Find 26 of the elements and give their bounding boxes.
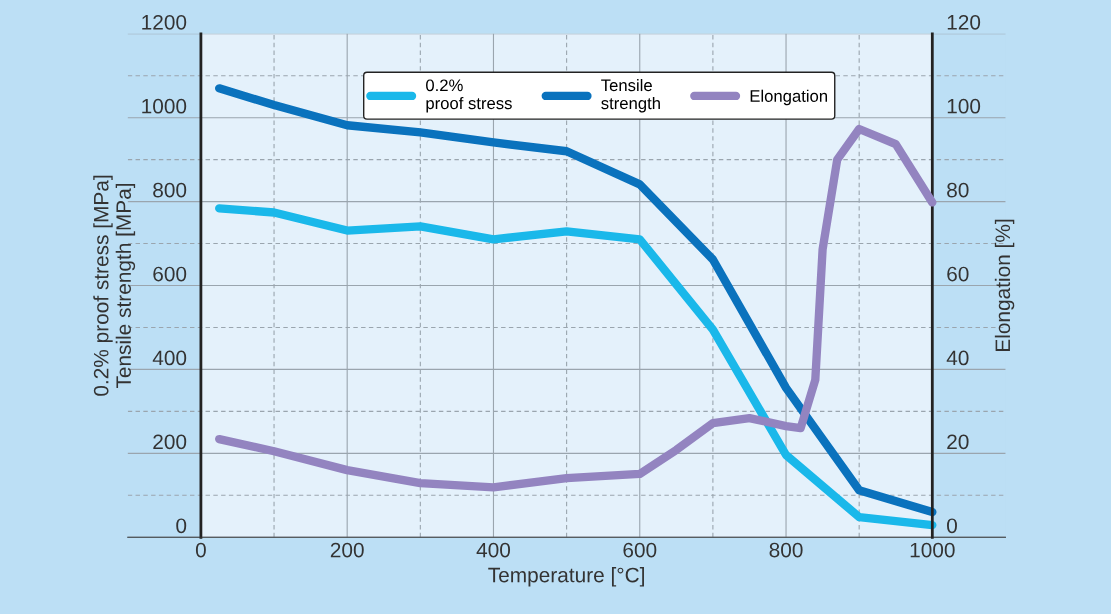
y-tick-label: 1200 (142, 14, 187, 30)
y2-tick-label: 60 (947, 266, 969, 282)
x-tick-label: 800 (769, 542, 803, 558)
x-tick-label: 1000 (910, 542, 955, 558)
y2-tick-label: 120 (947, 14, 981, 30)
y-tick-label: 800 (153, 182, 187, 198)
y2-tick-label: 20 (947, 434, 969, 450)
y2-tick-label: 100 (947, 98, 981, 114)
x-axis-title: Temperature [°C] (488, 567, 644, 587)
y-tick-label: 200 (153, 434, 187, 450)
y-tick-label: 400 (152, 350, 187, 366)
x-tick-label: 400 (476, 542, 511, 558)
y2-tick-label: 40 (946, 350, 969, 366)
y2-tick-label: 80 (947, 182, 969, 198)
y-axis-title: 0.2% proof stress [MPa] Tensile strength [MPa] (93, 175, 136, 396)
legend-label: Tensile strength (601, 78, 660, 113)
y-tick-label: 1000 (142, 98, 187, 114)
legend-label: 0.2% proof stress (426, 79, 512, 113)
y-tick-label: 0 (176, 518, 187, 534)
y2-tick-label: 0 (947, 518, 957, 534)
y-tick-label: 600 (153, 266, 187, 282)
legend-label: Elongation (750, 89, 828, 106)
x-tick-label: 200 (330, 542, 364, 558)
x-tick-label: 0 (195, 542, 206, 558)
x-tick-label: 600 (623, 542, 657, 558)
y2-axis-title: Elongation [%] (994, 219, 1015, 351)
